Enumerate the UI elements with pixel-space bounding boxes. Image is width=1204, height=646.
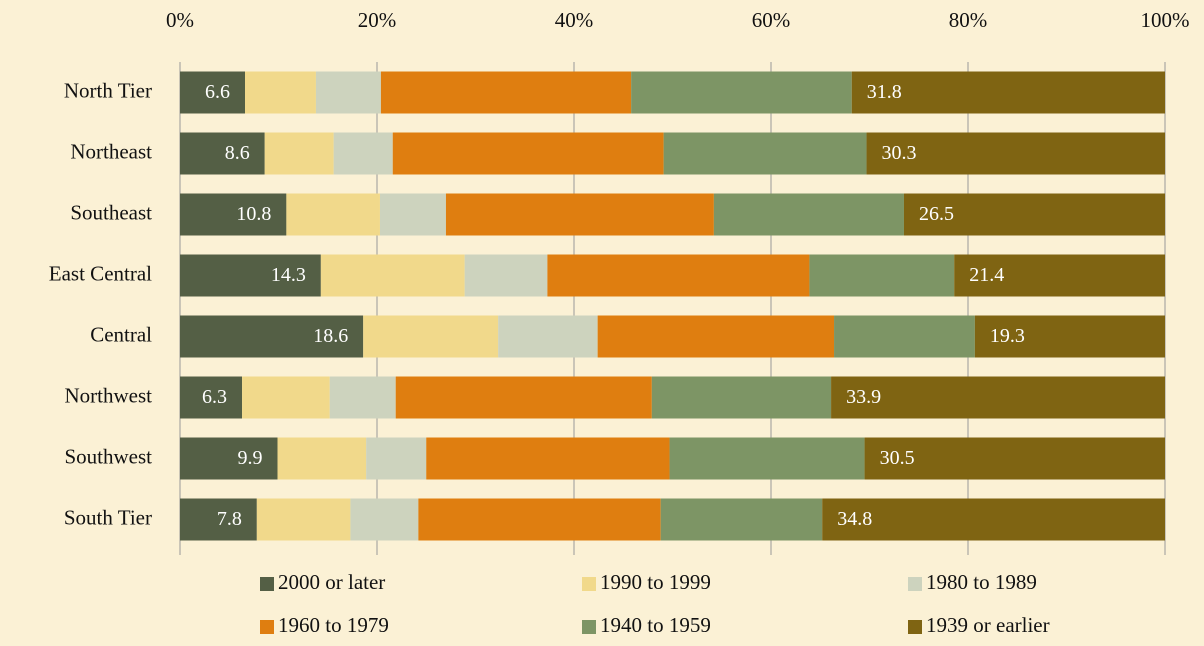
bar-segment [180, 498, 257, 541]
legend-label: 1939 or earlier [926, 613, 1050, 637]
legend-swatch [908, 577, 922, 591]
bar-segment [974, 315, 1165, 358]
bar-segment [180, 132, 265, 175]
bar-segment [464, 254, 548, 297]
bar-segment [180, 193, 287, 236]
bar-segment [350, 498, 419, 541]
data-label: 18.6 [313, 325, 348, 347]
bar-segment [180, 315, 364, 358]
category-label: East Central [49, 261, 152, 285]
bar-segment [547, 254, 810, 297]
data-label: 34.8 [837, 508, 872, 530]
bar-segment [713, 193, 904, 236]
bar-segment [242, 376, 330, 419]
bar-segment [366, 437, 427, 480]
bar-segment [329, 376, 396, 419]
legend-label: 1960 to 1979 [278, 613, 389, 637]
bar-segment [864, 437, 1165, 480]
bar-segment [597, 315, 835, 358]
legend-swatch [582, 620, 596, 634]
legend-label: 2000 or later [278, 570, 385, 594]
bar-segment [245, 71, 316, 114]
legend-swatch [260, 577, 274, 591]
legend-label: 1940 to 1959 [600, 613, 711, 637]
bar-segment [663, 132, 867, 175]
bar-segment [180, 376, 243, 419]
data-label: 31.8 [867, 81, 902, 103]
data-label: 30.5 [880, 447, 915, 469]
x-tick-label: 40% [555, 8, 594, 32]
bar-segment [631, 71, 852, 114]
data-label: 30.3 [882, 142, 917, 164]
bar-segment [834, 315, 975, 358]
bar-segment [180, 254, 321, 297]
bar-segment [395, 376, 652, 419]
bar-segment [256, 498, 351, 541]
bar-segment [426, 437, 670, 480]
x-tick-label: 20% [358, 8, 397, 32]
data-label: 33.9 [846, 386, 881, 408]
legend-label: 1990 to 1999 [600, 570, 711, 594]
bar-segment [180, 71, 246, 114]
bar-segment [333, 132, 393, 175]
category-label: Southeast [70, 200, 152, 224]
category-label: Southwest [64, 444, 152, 468]
data-label: 14.3 [271, 264, 306, 286]
data-label: 7.8 [217, 508, 242, 530]
category-label: Northeast [70, 139, 152, 163]
bar-segment [809, 254, 955, 297]
legend-label: 1980 to 1989 [926, 570, 1037, 594]
x-tick-label: 80% [949, 8, 988, 32]
data-label: 9.9 [238, 447, 263, 469]
bar-segment [954, 254, 1165, 297]
bar-segment [651, 376, 832, 419]
bar-segment [822, 498, 1165, 541]
legend-swatch [908, 620, 922, 634]
bar-segment [903, 193, 1165, 236]
bar-segment [379, 193, 446, 236]
data-label: 19.3 [990, 325, 1025, 347]
bar-segment [669, 437, 865, 480]
bar-segment [392, 132, 664, 175]
bar-segment [264, 132, 334, 175]
x-tick-label: 60% [752, 8, 791, 32]
data-label: 6.6 [205, 81, 230, 103]
bar-segment [320, 254, 465, 297]
data-label: 21.4 [969, 264, 1004, 286]
bar-segment [277, 437, 367, 480]
bar-segment [445, 193, 714, 236]
category-label: North Tier [64, 78, 152, 102]
category-label: Northwest [65, 383, 153, 407]
bar-segment [315, 71, 381, 114]
bar-segment [831, 376, 1165, 419]
bar-segment [363, 315, 499, 358]
x-tick-label: 0% [166, 8, 194, 32]
bar-segment [380, 71, 632, 114]
bar-segment [851, 71, 1165, 114]
bar-segment [866, 132, 1165, 175]
data-label: 26.5 [919, 203, 954, 225]
bar-segment [418, 498, 661, 541]
bar-segment [180, 437, 278, 480]
legend-swatch [260, 620, 274, 634]
bar-segment [660, 498, 823, 541]
bar-segment [498, 315, 598, 358]
data-label: 8.6 [225, 142, 250, 164]
category-label: South Tier [64, 505, 152, 529]
category-label: Central [90, 322, 152, 346]
bar-segment [286, 193, 380, 236]
data-label: 10.8 [236, 203, 271, 225]
legend-swatch [582, 577, 596, 591]
x-tick-label: 100% [1141, 8, 1190, 32]
data-label: 6.3 [202, 386, 227, 408]
